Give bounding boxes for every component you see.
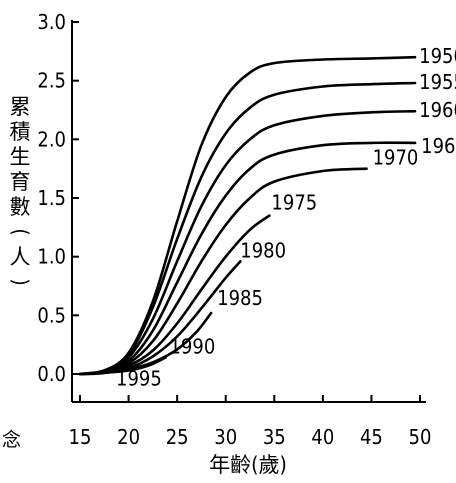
series-label-1965: 1965 — [421, 134, 456, 158]
series-label-1985: 1985 — [217, 286, 263, 310]
curves — [78, 55, 417, 376]
x-axis-title: 年齡(歲) — [209, 453, 287, 477]
y-tick-label: 2.0 — [37, 127, 66, 151]
x-tick-label: 45 — [360, 425, 383, 449]
x-tick-label: 25 — [166, 425, 189, 449]
y-axis-title-char: 育 — [10, 170, 31, 194]
series-label-1950: 1950 — [419, 44, 456, 68]
x-tick-label: 35 — [263, 425, 286, 449]
y-tick-label: 3.0 — [37, 10, 66, 34]
series-label-1960: 1960 — [419, 98, 456, 122]
y-axis-title-char: 累 — [10, 95, 31, 119]
y-tick-label: 0.0 — [37, 362, 66, 386]
series-label-1970: 1970 — [373, 146, 419, 170]
series-label-1980: 1980 — [240, 238, 286, 262]
series-labels: 19501955 1960 19651970 1975 1980 1985 1990 1995 — [116, 44, 456, 390]
x-tick-label: 30 — [214, 425, 237, 449]
series-label-1955: 1955 — [419, 70, 456, 94]
curve-1965 — [78, 141, 417, 376]
edge-text: 念 — [2, 429, 22, 451]
series-label-1975: 1975 — [271, 191, 317, 215]
curve-1995 — [78, 368, 116, 376]
y-tick-label: 2.5 — [37, 69, 66, 93]
curve-1960 — [78, 109, 417, 376]
x-tick-label: 15 — [69, 425, 92, 449]
axes: 0.0 0.5 1.0 1.5 2.0 2.5 3.0 15 20 25 30 35 40 45 50 — [37, 10, 431, 449]
y-axis-title-char: 積 — [10, 120, 31, 144]
y-tick-label: 0.5 — [37, 303, 66, 327]
y-axis-title-char: 人 — [10, 245, 31, 269]
x-tick-label: 40 — [311, 425, 334, 449]
curve-1970 — [78, 167, 368, 376]
x-tick-label: 20 — [117, 425, 140, 449]
y-axis-title-char: 數 — [10, 195, 31, 219]
series-label-1990: 1990 — [169, 335, 215, 359]
y-axis-title-char: 生 — [10, 145, 31, 169]
y-axis-title-char: ( — [8, 228, 32, 235]
curve-1950 — [78, 55, 417, 376]
y-axis-title-char: ) — [8, 278, 32, 285]
curve-1955 — [78, 81, 417, 376]
series-label-1995: 1995 — [116, 366, 162, 390]
x-tick-label: 50 — [409, 425, 432, 449]
y-tick-label: 1.5 — [37, 186, 66, 210]
y-tick-label: 1.0 — [37, 245, 66, 269]
